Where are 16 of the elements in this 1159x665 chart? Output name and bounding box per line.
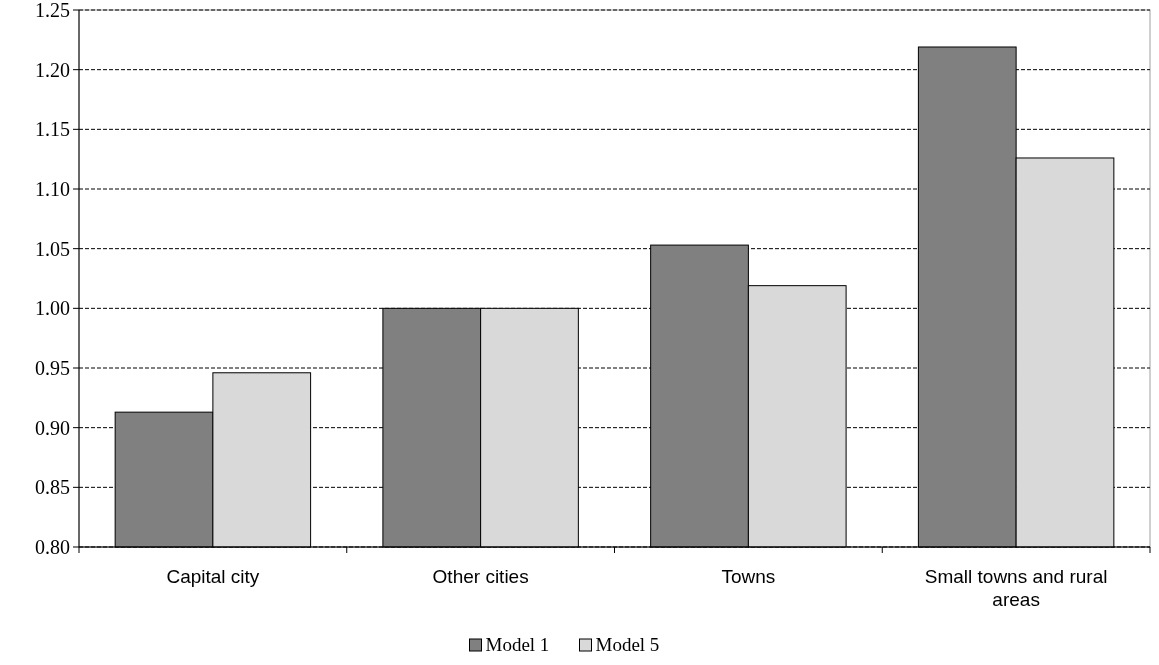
- x-tick-label: Other cities: [432, 566, 529, 587]
- y-tick-label: 0.90: [35, 416, 70, 439]
- y-tick-label: 0.95: [35, 357, 70, 379]
- legend-label: Model 5: [595, 634, 660, 655]
- legend-label: Model 1: [485, 634, 550, 655]
- y-tick-label: 1.20: [35, 58, 70, 81]
- y-tick-label: 0.80: [35, 536, 70, 558]
- x-tick-label: Towns: [721, 566, 776, 587]
- y-tick-label: 0.85: [35, 476, 70, 499]
- y-tick-label: 1.10: [35, 178, 70, 200]
- y-tick-label: 1.15: [35, 118, 70, 141]
- y-tick-label: 1.00: [35, 297, 70, 320]
- x-tick-label: Capital city: [166, 566, 260, 587]
- x-tick-label: Small towns and rural areas: [924, 566, 1108, 610]
- y-tick-label: 1.05: [35, 237, 70, 260]
- y-tick-label: 1.25: [35, 0, 70, 21]
